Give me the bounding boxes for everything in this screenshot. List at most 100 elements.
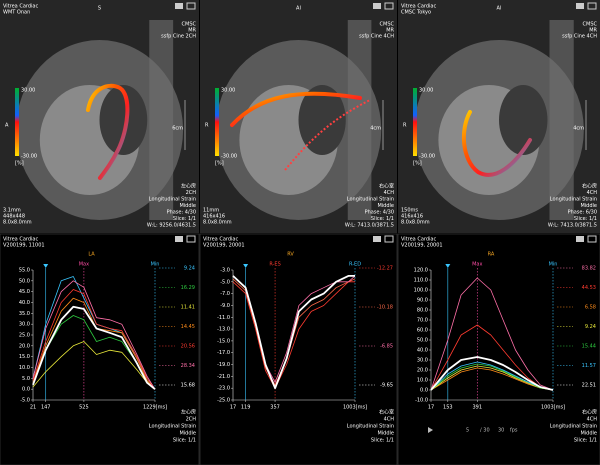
playback-label: 5 [466, 428, 469, 434]
legend-entry: -10.18 [377, 305, 393, 311]
y-tick-label: 15.0 [19, 354, 30, 360]
colorbar [413, 88, 417, 156]
legend-entry: -9.65 [380, 383, 393, 389]
image-info: 3.1mm [3, 208, 21, 214]
chart-header: Vitrea Cardiac [3, 237, 38, 243]
chart-panel [397, 233, 600, 465]
view-control: W:L: 9256.0/4631.5 [147, 223, 196, 229]
playback-label: fps [510, 428, 518, 434]
chart-control: Slice: 1/1 [371, 438, 394, 444]
legend-entry: 9.24 [585, 324, 596, 330]
image-info: MR [386, 28, 394, 34]
y-tick-label: -25.0 [217, 398, 230, 404]
layout-icon [587, 235, 597, 243]
play-button[interactable] [428, 427, 433, 433]
camera-icon [373, 236, 381, 242]
image-info: MR [589, 28, 597, 34]
view-control: Phase: 6/30 [568, 210, 597, 216]
playback-label: 30 [498, 428, 504, 434]
anatomy [499, 85, 548, 155]
legend-entry: -6.85 [380, 344, 393, 350]
anatomy [298, 85, 346, 155]
image-info: CMSC [380, 22, 395, 28]
x-tick-label: 391 [473, 405, 483, 411]
strain-curve [32, 305, 156, 390]
layout-icon [587, 2, 597, 10]
y-tick-label: 50.0 [19, 278, 30, 284]
chart-header: V200199, 20001 [401, 243, 443, 249]
colorbar-label: -30.00 [21, 154, 37, 160]
y-tick-label: 10.0 [417, 378, 428, 384]
view-control: 2CH [186, 190, 197, 196]
y-tick-label: 20.0 [417, 368, 428, 374]
colorbar-label: -30.00 [221, 154, 237, 160]
cursor-handle [243, 264, 249, 268]
image-info: 8.0x8.0mm [203, 220, 232, 226]
strain-curve [430, 365, 554, 391]
y-tick-label: -9.0 [220, 303, 230, 309]
strain-contour [230, 91, 362, 127]
y-tick-label: 5.0 [22, 376, 30, 382]
x-tick-label: 525 [79, 405, 89, 411]
y-tick-label: 0.0 [22, 387, 30, 393]
legend-entry: 11.41 [181, 305, 195, 311]
view-control: Slice: 1/1 [371, 216, 394, 222]
colorbar-label: 30.00 [21, 88, 35, 94]
y-tick-label: 90.0 [417, 298, 428, 304]
view-control: Longitudinal Strain [149, 197, 196, 203]
strain-curve [430, 367, 554, 391]
strain-curve [32, 341, 156, 390]
image-info: 150ms [401, 208, 418, 214]
y-tick-label: 0.0 [420, 388, 428, 394]
chart-control: Longitudinal Strain [149, 424, 196, 430]
view-control: 4CH [587, 190, 598, 196]
orientation-label: R [403, 123, 407, 129]
legend-entry: 22.51 [582, 383, 596, 389]
event-marker-label: Max [472, 262, 482, 268]
y-tick-label: 45.0 [19, 289, 30, 295]
y-tick-label: 25.0 [19, 333, 30, 339]
strain-contour [284, 99, 371, 171]
view-control: 右心房 [582, 183, 597, 190]
colorbar [215, 88, 219, 156]
y-tick-label: -21.0 [217, 374, 230, 380]
chart-title: LA [88, 252, 95, 258]
image-info: CMSC [182, 22, 197, 28]
x-tick-label: 21 [30, 405, 36, 411]
x-tick-label: 153 [443, 405, 453, 411]
orientation-label: S [98, 6, 101, 12]
orientation-label: AI [296, 6, 301, 12]
event-marker-label: R-ED [349, 262, 361, 268]
x-tick-label: 1003[ms] [541, 405, 565, 411]
scale-label: 6cm [172, 126, 183, 132]
x-tick-label: 119 [241, 405, 251, 411]
x-tick-label: 1229[ms] [143, 405, 167, 411]
view-control: 右心室 [379, 183, 394, 190]
y-tick-label: 30.0 [417, 358, 428, 364]
view-control: Slice: 1/1 [574, 216, 597, 222]
layout-icon [186, 2, 196, 10]
image-info: ssfp Cine 4CH [359, 34, 394, 40]
strain-curve [32, 280, 156, 390]
image-info: ssfp Cine 4CH [562, 34, 597, 40]
y-tick-label: -5.0 [220, 279, 230, 285]
anatomy [347, 20, 372, 220]
orientation-label: R [205, 123, 209, 129]
event-marker-label: R-ES [269, 262, 280, 268]
colorbar-label: [%] [413, 161, 422, 167]
y-tick-label: 35.0 [19, 311, 30, 317]
event-marker-label: Min [549, 262, 558, 268]
camera-icon [175, 3, 183, 9]
strain-curve [430, 356, 554, 391]
layout-icon [186, 235, 196, 243]
image-info: 416x416 [203, 214, 225, 220]
view-control: W:L: 7413.0/3871.5 [345, 223, 394, 229]
colorbar [15, 88, 19, 156]
view-control: Middle [377, 203, 394, 209]
strain-curve [430, 363, 554, 391]
y-tick-label: 70.0 [417, 318, 428, 324]
event-marker-label: Min [151, 262, 160, 268]
y-tick-label: 10.0 [19, 365, 30, 371]
image-header: WMT Onan [3, 10, 30, 16]
image-info: CMSC [583, 22, 598, 28]
